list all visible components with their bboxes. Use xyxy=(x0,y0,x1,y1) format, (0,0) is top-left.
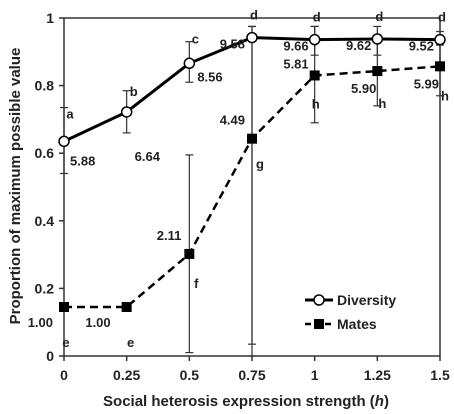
y-tick-label: 0 xyxy=(46,348,54,364)
point-diversity xyxy=(434,33,446,46)
significance-letter: e xyxy=(62,335,69,350)
point-diversity xyxy=(120,106,133,118)
y-tick-label: 1 xyxy=(46,10,54,26)
series-layer xyxy=(58,25,446,357)
value-label: 9.62 xyxy=(346,38,371,53)
x-tick-label: 1 xyxy=(311,367,319,383)
point-mates xyxy=(184,248,195,259)
point-mates xyxy=(309,70,320,81)
y-tick-label: 0.4 xyxy=(35,213,55,229)
value-label: 9.66 xyxy=(283,39,308,54)
significance-letter: d xyxy=(313,10,321,25)
value-label: 1.00 xyxy=(28,315,53,330)
significance-letter: d xyxy=(375,9,383,24)
y-tick-label: 0.8 xyxy=(35,78,55,94)
value-label: 9.52 xyxy=(409,39,434,54)
significance-letter: d xyxy=(250,8,258,23)
x-tick-label: 0 xyxy=(60,367,68,383)
x-axis-label-var: h xyxy=(375,393,384,410)
significance-letter: d xyxy=(438,10,446,25)
point-diversity xyxy=(308,33,321,46)
x-axis-label: Social heterosis expression strength (h) xyxy=(103,393,389,410)
x-tick-label: 1.25 xyxy=(364,367,391,383)
x-tick-label: 0.25 xyxy=(113,367,140,383)
point-diversity xyxy=(246,31,258,44)
point-mates xyxy=(247,133,257,144)
significance-letter: g xyxy=(256,157,264,172)
significance-letter: h xyxy=(441,88,449,103)
x-axis-label-suffix: ) xyxy=(384,393,389,410)
legend-marker-mates xyxy=(314,319,324,329)
legend-marker-diversity xyxy=(313,294,325,306)
y-tick-label: 0.2 xyxy=(35,280,55,296)
y-axis-label: Proportion of maximum possible value xyxy=(7,48,24,325)
significance-letter: b xyxy=(130,84,138,99)
value-label: 5.81 xyxy=(283,56,308,71)
value-label: 5.88 xyxy=(70,153,95,168)
value-label: 6.64 xyxy=(135,149,161,164)
x-axis-label-prefix: Social heterosis expression strength ( xyxy=(103,393,375,410)
value-label: 5.90 xyxy=(351,81,376,96)
value-label: 4.49 xyxy=(220,113,245,128)
legend: Diversity Mates xyxy=(305,292,396,332)
y-tick-label: 0.6 xyxy=(35,145,55,161)
significance-letter: c xyxy=(192,31,199,46)
point-mates xyxy=(435,61,445,72)
significance-letter: f xyxy=(194,276,199,291)
annotations: 5.88 a 6.64 b 8.56 c 9.58 d 9.66 d 9.62 d 9.52 d 1.00 e… xyxy=(28,8,449,350)
significance-letter: a xyxy=(66,106,74,121)
point-diversity xyxy=(371,33,384,45)
significance-letter: h xyxy=(378,96,386,111)
point-diversity xyxy=(58,135,70,148)
value-label: 8.56 xyxy=(197,69,222,84)
value-label: 1.00 xyxy=(85,315,110,330)
significance-letter: h xyxy=(312,96,320,111)
legend-label-diversity: Diversity xyxy=(337,292,396,308)
value-label: 9.58 xyxy=(220,37,245,52)
value-label: 5.99 xyxy=(414,76,439,91)
value-label: 2.11 xyxy=(157,228,182,243)
point-mates xyxy=(372,66,383,77)
x-tick-label: 0.75 xyxy=(238,367,265,383)
x-tick-label: 0.5 xyxy=(180,367,200,383)
significance-letter: e xyxy=(127,335,134,350)
point-mates xyxy=(121,301,132,312)
legend-label-mates: Mates xyxy=(337,316,377,332)
x-tick-label: 1.5 xyxy=(430,367,450,383)
point-mates xyxy=(59,301,69,312)
point-diversity xyxy=(183,57,196,70)
